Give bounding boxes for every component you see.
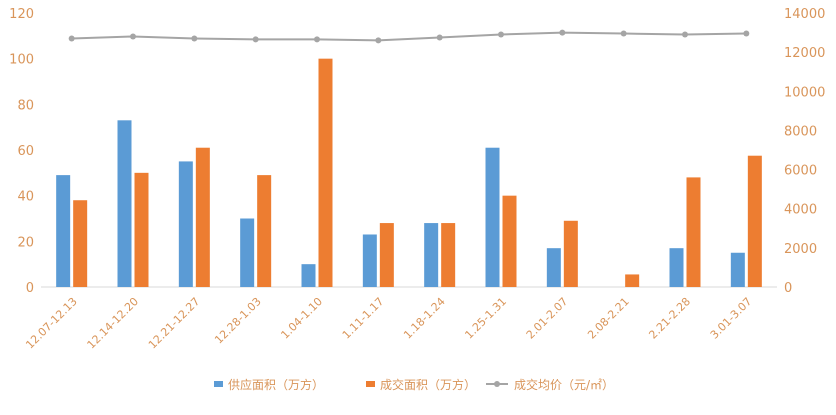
supply-bar xyxy=(485,147,500,287)
left-tick-label: 120 xyxy=(9,7,34,22)
x-tick-label: 2.08-2.21 xyxy=(585,295,632,342)
x-tick-label: 1.18-1.24 xyxy=(401,295,448,342)
price-point xyxy=(498,31,504,38)
deal-bar xyxy=(747,155,762,287)
price-point xyxy=(436,34,443,41)
price-point xyxy=(252,36,259,43)
x-tick-label: 2.01-2.07 xyxy=(524,295,571,342)
supply-bar xyxy=(240,218,255,287)
supply-bar xyxy=(669,248,684,287)
supply-bar xyxy=(178,161,193,287)
supply-bar xyxy=(424,223,439,287)
right-tick-label: 4000 xyxy=(784,203,817,218)
deal-bar xyxy=(502,195,517,287)
left-tick-label: 60 xyxy=(17,144,34,159)
price-point xyxy=(682,31,688,38)
right-tick-label: 12000 xyxy=(784,46,825,61)
legend-swatch xyxy=(214,381,223,387)
supply-bar xyxy=(117,120,132,287)
price-line xyxy=(71,31,747,42)
deal-bar xyxy=(318,58,333,287)
left-tick-label: 20 xyxy=(17,235,34,250)
deal-bar xyxy=(686,177,701,287)
x-tick-label: 3.01-3.07 xyxy=(708,295,755,342)
right-tick-label: 14000 xyxy=(784,7,825,22)
right-tick-label: 10000 xyxy=(784,85,825,100)
deal-bar xyxy=(441,223,456,287)
left-tick-label: 80 xyxy=(17,98,34,113)
supply-bar xyxy=(730,252,745,287)
x-tick-label: 12.07-12.13 xyxy=(23,295,80,352)
legend-swatch xyxy=(366,381,375,387)
price-point xyxy=(130,33,136,40)
deal-bar xyxy=(134,172,149,287)
price-point xyxy=(559,29,566,36)
supply-bar xyxy=(56,175,71,287)
right-tick-label: 0 xyxy=(784,281,792,296)
price-point xyxy=(191,35,198,42)
left-tick-label: 40 xyxy=(17,190,34,205)
supply-bar xyxy=(362,234,377,287)
deal-bar xyxy=(257,175,272,287)
price-point xyxy=(375,37,382,44)
legend-label: 供应面积（万方） xyxy=(228,377,324,392)
price-point xyxy=(743,30,750,37)
deal-bar xyxy=(563,220,578,287)
x-tick-label: 1.25-1.31 xyxy=(462,295,509,342)
x-tick-label: 12.14-12.20 xyxy=(85,295,142,352)
x-tick-label: 1.11-1.17 xyxy=(340,295,387,342)
x-tick-label: 12.21-12.27 xyxy=(146,295,203,352)
x-tick-label: 1.04-1.10 xyxy=(278,295,325,342)
supply-bar xyxy=(301,264,316,287)
price-point xyxy=(620,30,627,37)
legend-label: 成交面积（万方） xyxy=(380,377,476,392)
x-tick-label: 2.21-2.28 xyxy=(646,295,693,342)
deal-bar xyxy=(195,147,210,287)
left-tick-label: 100 xyxy=(9,53,34,68)
supply-bar xyxy=(546,248,561,287)
x-tick-label: 12.28-1.03 xyxy=(212,295,264,347)
right-tick-label: 2000 xyxy=(784,242,817,257)
price-point xyxy=(314,36,320,43)
left-tick-label: 0 xyxy=(26,281,34,296)
price-point xyxy=(68,35,75,42)
right-tick-label: 8000 xyxy=(784,124,817,139)
legend-swatch-dot xyxy=(494,381,500,387)
right-tick-label: 6000 xyxy=(784,164,817,179)
deal-bar xyxy=(73,200,88,287)
deal-bar xyxy=(625,274,640,287)
legend-label: 成交均价（元/㎡） xyxy=(514,377,614,392)
deal-bar xyxy=(379,223,394,287)
